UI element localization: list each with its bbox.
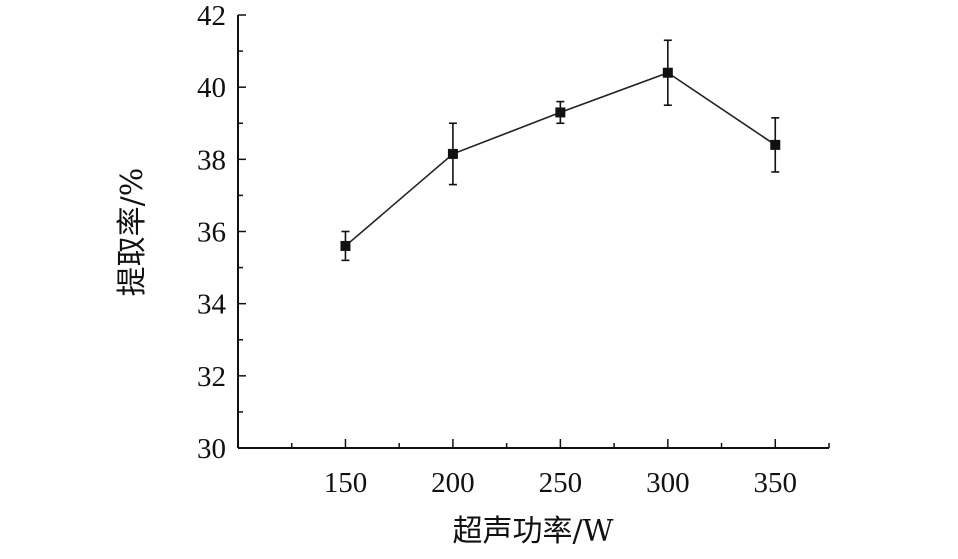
y-tick-label: 40 <box>197 72 226 104</box>
data-point <box>662 67 673 78</box>
x-tick-label: 150 <box>324 467 368 499</box>
y-axis-title: 提取率/% <box>115 168 150 297</box>
data-point <box>340 240 351 251</box>
data-point <box>770 139 781 150</box>
axes <box>237 15 829 449</box>
data-point <box>447 148 458 159</box>
y-tick-label: 30 <box>197 433 226 465</box>
error-bars <box>341 39 780 262</box>
y-tick-label: 34 <box>197 289 227 321</box>
x-tick-label: 200 <box>431 467 475 499</box>
data-markers <box>340 67 781 251</box>
x-axis-title: 超声功率/W <box>453 514 614 549</box>
y-tick-label: 38 <box>197 144 226 176</box>
series-line <box>344 71 776 247</box>
x-tick-label: 300 <box>646 467 690 499</box>
series-polyline <box>344 71 776 247</box>
data-point <box>555 107 566 118</box>
y-tick-label: 36 <box>197 217 226 249</box>
x-tick-label: 250 <box>539 467 583 499</box>
y-tick-label: 42 <box>197 0 226 32</box>
x-tick-label: 350 <box>754 467 798 499</box>
x-ticks: 150 200 250 300 350 <box>290 439 830 499</box>
y-ticks: 30 32 34 36 38 40 42 <box>197 0 246 465</box>
y-tick-label: 32 <box>197 361 226 393</box>
